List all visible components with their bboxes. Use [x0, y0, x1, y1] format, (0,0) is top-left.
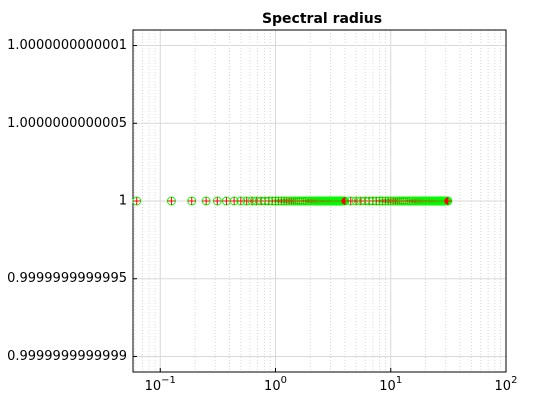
- x-tick-base: 10: [379, 379, 396, 394]
- point-plus: [132, 197, 141, 205]
- point-plus: [213, 197, 222, 205]
- point: [132, 196, 142, 206]
- chart-title: Spectral radius: [262, 11, 382, 27]
- x-tick-base: 10: [145, 379, 162, 394]
- y-tick-label: 1: [119, 194, 127, 209]
- point: [212, 196, 222, 206]
- point: [187, 196, 197, 206]
- x-tick-label: 100: [264, 375, 287, 394]
- point: [166, 196, 176, 206]
- y-tick-label: 0.9999999999999: [7, 349, 127, 364]
- x-tick-base: 10: [495, 379, 512, 394]
- point-plus: [167, 197, 176, 205]
- x-tick-exponent: 0: [281, 375, 287, 386]
- point-plus: [187, 197, 196, 205]
- x-tick-label: 101: [379, 375, 402, 394]
- point-plus: [443, 197, 452, 205]
- point-plus: [202, 197, 211, 205]
- y-tick-label: 1.0000000000001: [7, 38, 127, 53]
- y-tick-label: 1.0000000000005: [7, 116, 127, 131]
- x-tick-base: 10: [264, 379, 281, 394]
- x-tick-label: 10−1: [145, 375, 176, 394]
- point: [221, 196, 231, 206]
- x-tick-exponent: 1: [396, 375, 402, 386]
- point: [201, 196, 211, 206]
- x-tick-exponent: 2: [511, 375, 517, 386]
- x-tick-exponent: −1: [161, 375, 176, 386]
- y-tick-label: 0.9999999999995: [7, 271, 127, 286]
- point-plus: [222, 197, 231, 205]
- x-tick-label: 102: [495, 375, 518, 394]
- point: [443, 196, 453, 206]
